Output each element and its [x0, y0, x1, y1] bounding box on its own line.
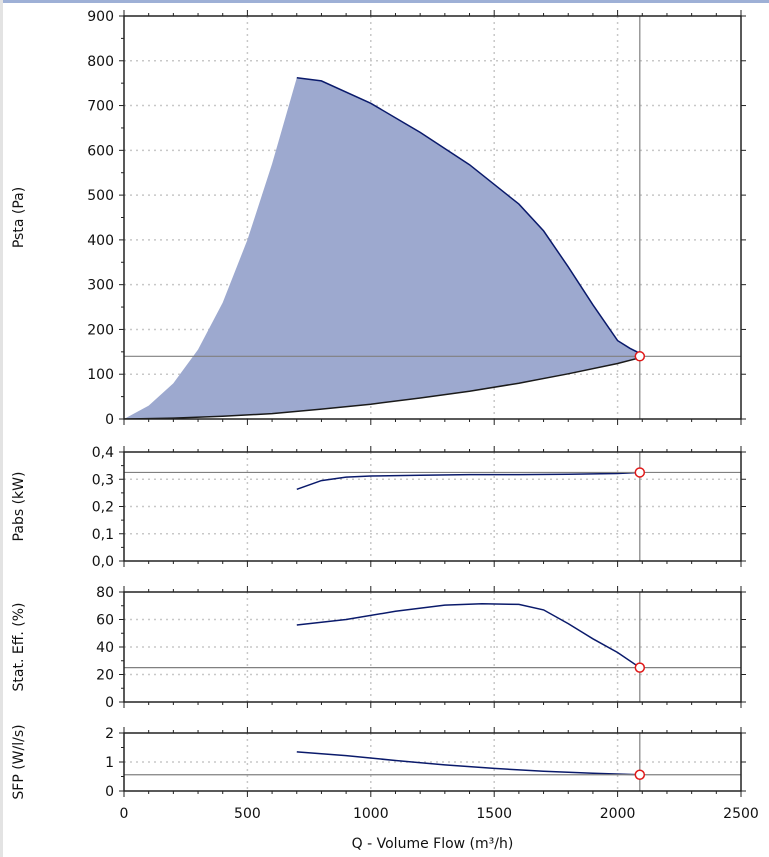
operating-point-marker: [634, 769, 646, 781]
y-tick-label: 0,4: [92, 445, 114, 461]
psta-frame: [123, 15, 742, 420]
x-tick-label: 0: [120, 806, 129, 822]
pabs-plot-area: [296, 471, 640, 491]
y-tick-label: 300: [87, 278, 114, 294]
sfp-frame: [123, 732, 742, 792]
x-tick-label: 1500: [476, 806, 512, 822]
x-tick-label: 2000: [600, 806, 636, 822]
pabs-axis-title: Pabs (kW): [11, 472, 27, 542]
y-tick-label: 900: [87, 9, 114, 25]
system-curve: [124, 357, 639, 419]
eff-curve: [296, 602, 641, 669]
y-tick-label: 800: [87, 54, 114, 70]
y-tick-label: 0: [105, 412, 114, 428]
y-tick-label: 400: [87, 233, 114, 249]
eff-panel: 0 20 40 60 80 Stat. Eff. (%): [11, 585, 746, 711]
sfp-curve: [296, 751, 640, 776]
y-tick-label: 700: [87, 99, 114, 115]
x-tick-label: 500: [234, 806, 261, 822]
y-tick-label: 0: [105, 784, 114, 800]
operating-point-marker: [634, 662, 646, 673]
sfp-axis-title: SFP (W/l/s): [11, 724, 27, 799]
y-tick-label: 0,2: [92, 500, 114, 516]
window-top-border: [0, 0, 769, 3]
y-tick-label: 40: [96, 640, 114, 656]
operating-point-marker: [634, 467, 646, 478]
psta-plot-area: [124, 77, 639, 419]
y-tick-label: 1: [105, 755, 114, 771]
y-tick-label: 500: [87, 188, 114, 204]
pabs-panel: 0,0 0,1 0,2 0,3 0,4 Pabs (kW): [11, 445, 746, 570]
eff-axis-title: Stat. Eff. (%): [11, 603, 27, 692]
sfp-panel: 0 1 2 SFP (W/l/s) 0 500 1000 1500 2000 2500 Q - Vo…: [11, 724, 759, 852]
max-pressure-curve: [296, 77, 639, 354]
y-tick-label: 20: [96, 668, 114, 684]
y-tick-label: 100: [87, 367, 114, 383]
y-tick-label: 60: [96, 613, 114, 629]
operating-point-marker: [634, 351, 646, 362]
window-left-border: [0, 0, 3, 857]
y-tick-label: 600: [87, 143, 114, 159]
y-tick-label: 0,0: [92, 554, 114, 570]
y-tick-label: 2: [105, 726, 114, 742]
psta-panel: 0 100 200 300 400 500 600 700 800 900 Psta (Pa): [11, 9, 746, 428]
y-tick-label: 200: [87, 322, 114, 338]
x-tick-label: 1000: [353, 806, 389, 822]
y-tick-label: 0,3: [92, 472, 114, 488]
sfp-plot-area: [296, 751, 640, 776]
x-tick-label: 2500: [723, 806, 759, 822]
x-axis-title: Q - Volume Flow (m³/h): [352, 836, 514, 852]
pabs-frame: [123, 451, 742, 562]
operating-range-area: [124, 77, 639, 419]
psta-axis-title: Psta (Pa): [11, 187, 27, 248]
eff-frame: [123, 591, 742, 703]
y-tick-label: 0,1: [92, 527, 114, 543]
y-tick-label: 80: [96, 585, 114, 601]
eff-plot-area: [296, 602, 641, 669]
y-tick-label: 0: [105, 695, 114, 711]
pabs-curve: [296, 471, 640, 491]
